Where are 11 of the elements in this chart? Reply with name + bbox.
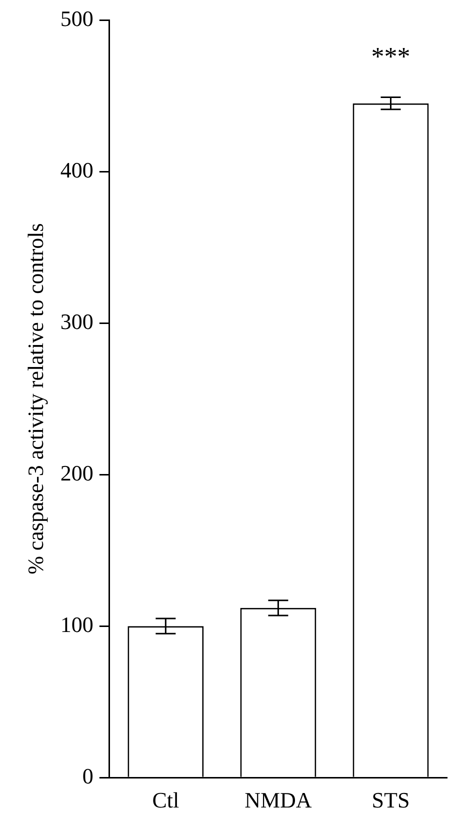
y-tick-label: 400 [60, 157, 94, 182]
x-tick-label: Ctl [152, 788, 180, 813]
y-tick-label: 200 [60, 460, 94, 486]
x-tick-label: NMDA [244, 788, 312, 813]
y-tick-label: 100 [60, 612, 94, 637]
y-tick-label: 0 [82, 763, 94, 788]
x-tick-label: STS [372, 788, 410, 813]
annotation: *** [371, 42, 410, 72]
y-tick-label: 300 [60, 308, 94, 334]
y-axis-title: % caspase-3 activity relative to controls [22, 223, 48, 574]
y-tick-label: 500 [60, 6, 94, 31]
